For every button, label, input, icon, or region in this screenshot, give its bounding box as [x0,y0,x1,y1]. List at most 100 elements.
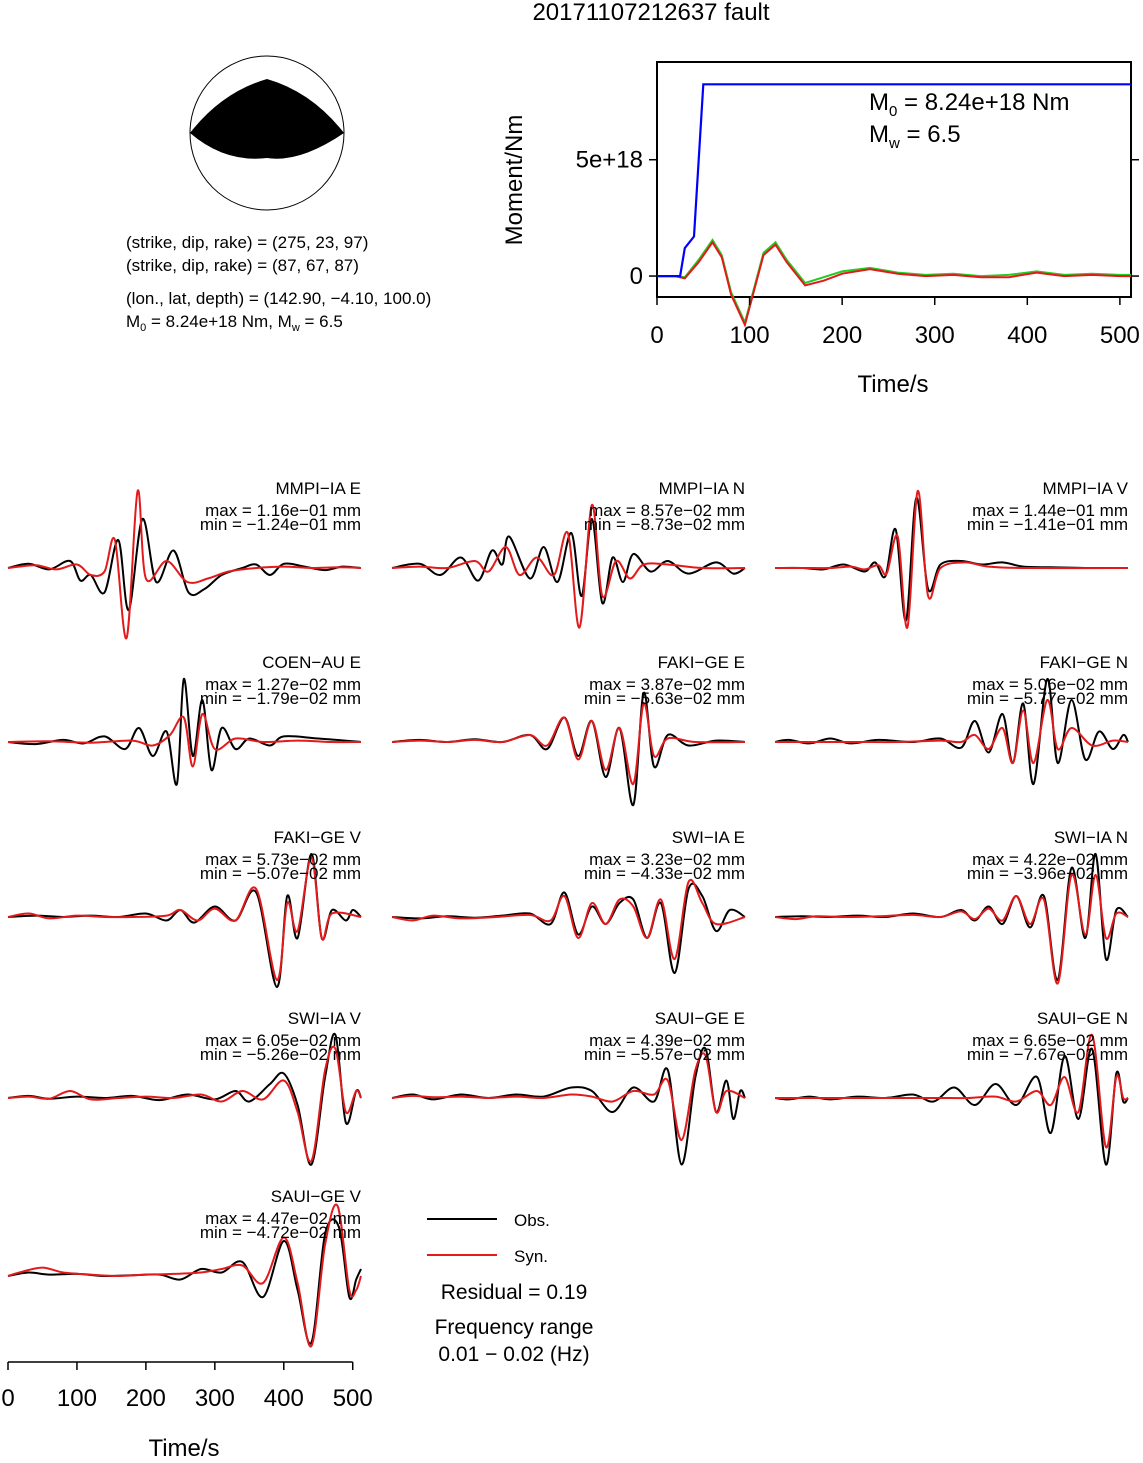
waveform-obs [774,1047,1129,1166]
figure-title: 20171107212637 fault [532,0,769,26]
waveform-obs [391,517,746,605]
waveform-syn [774,873,1129,985]
waveform-syn [775,489,1129,629]
focal-parameters: (strike, dip, rake) = (275, 23, 97) (str… [126,233,431,334]
waveform-obs [774,677,1129,786]
waveform-xtick-label: 0 [1,1385,14,1412]
moment-series-0 [657,83,1131,278]
moment-plot: 05e+180 100 200 300 400 500 Moment/Nm Time/s … [501,61,1140,398]
waveform-syn [7,856,362,982]
station-label: SWI−IA E [672,828,745,847]
moment-axes: 0 5e+18 0 100 200 300 400 500 [576,147,1140,349]
moment-xtick-label: 0 [650,322,663,349]
station-min: min = −5.63e−02 mm [584,689,745,708]
station-max: max = 1.44e−01 mm [972,501,1128,520]
station-min: min = −3.96e−02 mm [967,864,1128,883]
waveform-xlabel: Time/s [148,1435,219,1458]
waveform-xtick-label: 200 [126,1385,166,1412]
station-max: max = 1.27e−02 mm [205,675,361,694]
waveform-syn [391,1052,746,1142]
residual: Residual = 0.19 [441,1281,588,1304]
beachball [189,55,345,211]
station-max: max = 4.47e−02 mm [205,1209,361,1228]
station-label: MMPI−IA N [659,479,745,498]
waveform-syn [391,503,746,629]
station-min: min = −1.79e−02 mm [200,689,361,708]
station-label: SAUI−GE V [271,1187,362,1206]
nodal-plane-1: (strike, dip, rake) = (275, 23, 97) [126,233,368,252]
moment-curves [657,83,1131,328]
beachball-compressional-fill [190,79,344,159]
frequency-range-label: Frequency range [435,1316,594,1339]
waveform-xtick-label: 100 [57,1385,97,1412]
waveform-obs [391,691,746,807]
station-max: max = 1.16e−01 mm [205,501,361,520]
station-min: min = −4.72e−02 mm [200,1223,361,1242]
waveform-obs [7,517,362,612]
moment-ylabel: Moment/Nm [501,115,528,246]
station-label: FAKI−GE V [274,828,362,847]
legend-syn-label: Syn. [514,1247,548,1266]
magnitude-summary: M0 = 8.24e+18 Nm, Mw = 6.5 [126,312,343,334]
station-max: max = 3.23e−02 mm [589,850,745,869]
station-max: max = 3.87e−02 mm [589,675,745,694]
station-min: min = −5.77e−02 mm [967,689,1128,708]
moment-ytick-label: 0 [630,263,643,290]
legend-obs-label: Obs. [514,1211,550,1230]
station-min: min = −8.73e−02 mm [584,515,745,534]
station-max: max = 6.05e−02 mm [205,1031,361,1050]
moment-series-2 [657,238,1131,326]
station-min: min = −5.26e−02 mm [200,1045,361,1064]
waveform-obs [391,882,746,975]
station-label: SWI−IA V [288,1009,362,1028]
station-min: min = −1.24e−01 mm [200,515,361,534]
station-min: min = −7.67e−02 mm [967,1045,1128,1064]
station-max: max = 5.73e−02 mm [205,850,361,869]
station-label: SAUI−GE N [1037,1009,1128,1028]
moment-m0-label: M0 = 8.24e+18 Nm [869,89,1069,120]
waveform-syn [391,702,746,786]
legend: Obs. Syn. Residual = 0.19 Frequency rang… [427,1211,593,1366]
moment-ytick-label: 5e+18 [576,147,643,174]
station-max: max = 8.57e−02 mm [589,501,745,520]
station-label: MMPI−IA E [276,479,362,498]
station-label: FAKI−GE E [658,653,745,672]
station-max: max = 6.65e−02 mm [972,1031,1128,1050]
moment-mw-label: Mw = 6.5 [869,121,961,152]
station-label: FAKI−GE N [1040,653,1128,672]
station-label: SWI−IA N [1054,828,1128,847]
moment-xtick-label: 200 [822,322,862,349]
moment-series-1 [657,240,1131,328]
station-min: min = −5.57e−02 mm [584,1045,745,1064]
hypocenter: (lon., lat, depth) = (142.90, −4.10, 100… [126,289,431,308]
waveform-syn [774,698,1129,765]
station-min: min = −4.33e−02 mm [584,864,745,883]
frequency-range-value: 0.01 − 0.02 (Hz) [438,1343,589,1366]
moment-plot-frame [656,61,1132,298]
waveform-syn [7,1045,362,1163]
waveform-xtick-label: 300 [195,1385,235,1412]
station-label: COEN−AU E [262,653,361,672]
station-max: max = 4.39e−02 mm [589,1031,745,1050]
moment-xlabel: Time/s [857,371,928,398]
waveform-syn [7,1203,362,1348]
waveform-xtick-label: 400 [264,1385,304,1412]
station-label: MMPI−IA V [1043,479,1129,498]
station-min: min = −1.41e−01 mm [967,515,1128,534]
station-min: min = −5.07e−02 mm [200,864,361,883]
moment-xtick-label: 100 [730,322,770,349]
waveform-syn [391,878,746,961]
moment-xtick-label: 300 [915,322,955,349]
waveform-syn [7,712,362,768]
waveform-time-axis: 0 100 200 300 400 500 [1,1361,373,1412]
waveform-xtick-label: 500 [333,1385,373,1412]
